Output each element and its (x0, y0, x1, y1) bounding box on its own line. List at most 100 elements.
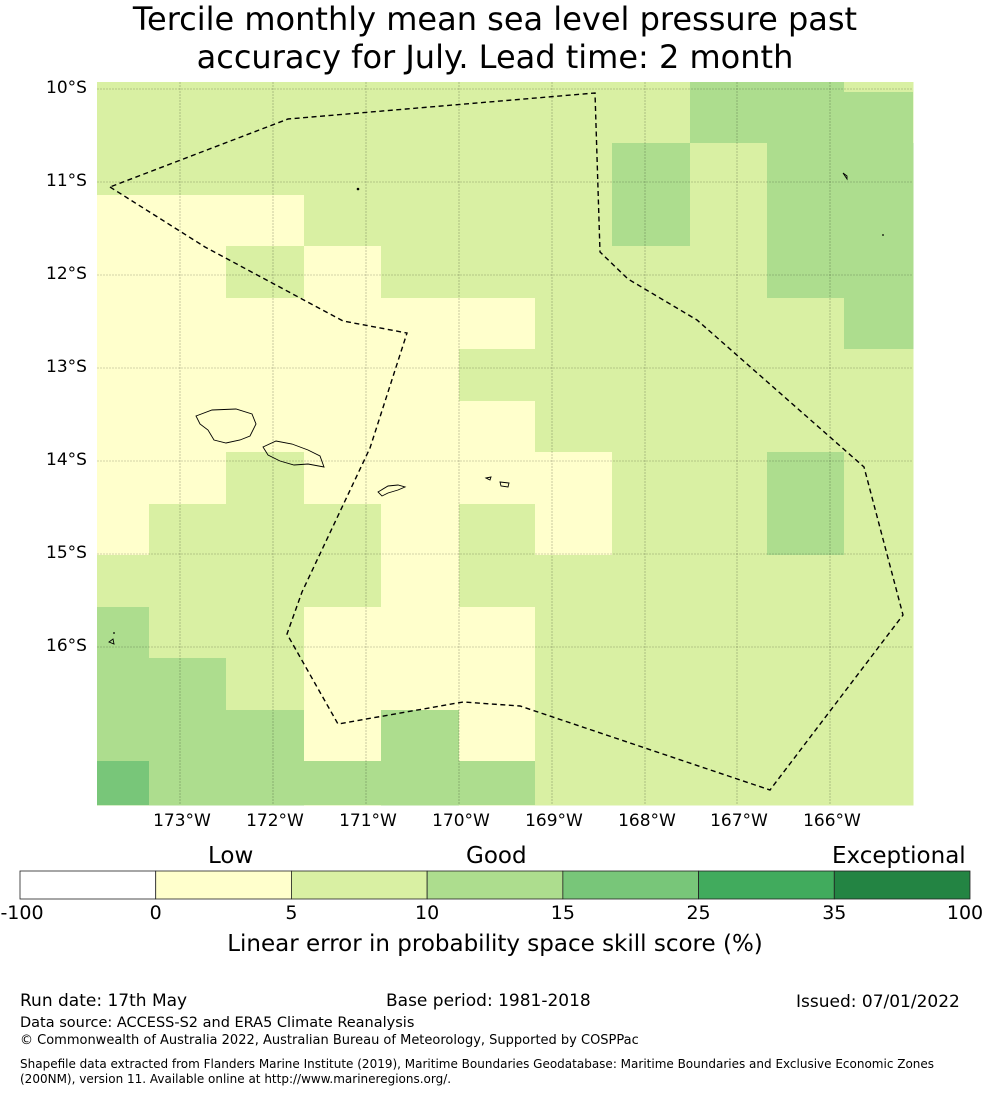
grid-cell (226, 452, 305, 505)
grid-cell (690, 452, 768, 505)
grid-cell (459, 555, 536, 608)
colorbar-tick-label: 0 (149, 902, 162, 924)
grid-cell (767, 452, 844, 504)
grid-cell (381, 82, 460, 144)
grid-cell (612, 349, 691, 402)
legend-label-low: Low (208, 843, 254, 869)
longitude-label: 173°W (153, 811, 211, 831)
grid-cell (149, 349, 227, 402)
grid-cell (535, 143, 613, 196)
grid-cell (612, 246, 691, 299)
shapefile-credit-line-1: Shapefile data extracted from Flanders M… (20, 1057, 935, 1071)
grid-cell (226, 555, 305, 608)
grid-cell (149, 298, 227, 350)
longitude-label: 166°W (803, 811, 861, 831)
grid-cell (612, 195, 691, 247)
grid-cell (97, 82, 150, 144)
copyright: © Commonwealth of Australia 2022, Austra… (20, 1033, 639, 1048)
grid-cell (767, 92, 913, 246)
grid-cell (767, 710, 845, 762)
eez-boundary (108, 92, 904, 791)
grid-cell (304, 349, 382, 402)
grid-cell (459, 401, 535, 452)
latitude-label: 11°S (46, 171, 87, 191)
grid-cell (535, 555, 613, 608)
grid-cell (767, 607, 845, 659)
grid-cell (381, 710, 459, 761)
title-line-2: accuracy for July. Lead time: 2 month (196, 38, 794, 76)
grid-cell (612, 658, 691, 711)
grid-cell (304, 555, 382, 608)
longitude-label: 170°W (432, 811, 490, 831)
grid-cell (97, 452, 150, 505)
grid-cell (844, 658, 914, 711)
grid-cell (690, 710, 768, 762)
grid-cell (304, 246, 382, 299)
grid-cell (149, 195, 227, 247)
grid-cell (535, 761, 613, 806)
grid-cell (535, 710, 613, 762)
island-savaii (195, 408, 257, 444)
grid-cell (535, 298, 613, 350)
grid-cell (97, 607, 149, 658)
longitude-label: 172°W (246, 811, 304, 831)
title-line-1: Tercile monthly mean sea level pressure … (132, 0, 858, 38)
grid-cell (97, 710, 304, 761)
colorbar-title: Linear error in probability space skill … (227, 931, 763, 957)
grid-cell (459, 710, 536, 762)
grid-cell (690, 504, 768, 556)
grid-cell (304, 504, 382, 556)
grid-cell (535, 452, 612, 504)
grid-cell (844, 349, 914, 402)
grid-cell (304, 401, 382, 453)
grid-cell (690, 82, 767, 92)
shapefile-credit-line-2: (200NM), version 11. Available online at… (20, 1072, 452, 1086)
grid-cell (459, 82, 536, 144)
grid-cell (304, 607, 459, 658)
grid-cell (459, 504, 536, 556)
grid-cell (459, 246, 536, 299)
grid-cell (844, 452, 914, 505)
grid-cell (767, 658, 845, 711)
issued-date: Issued: 07/01/2022 (796, 992, 960, 1012)
grid-cell (690, 195, 768, 247)
grid-cell (690, 143, 768, 196)
island-swains (356, 187, 360, 191)
grid-cell (304, 143, 382, 196)
longitude-label: 169°W (525, 811, 583, 831)
grid-cell (97, 761, 535, 805)
grid-cell (844, 710, 914, 762)
grid-cell (690, 82, 768, 144)
colorbar-tick-label: 25 (686, 902, 711, 924)
grid-cell (612, 555, 691, 608)
grid-cell (149, 555, 227, 608)
grid-cell (97, 504, 150, 556)
legend-label-good: Good (466, 843, 527, 869)
colorbar-segment (426, 870, 564, 900)
grid-cell (381, 195, 460, 247)
grid-cell (535, 401, 613, 453)
grid-cell (97, 298, 150, 350)
grid-cell (844, 504, 914, 556)
skill-score-map (97, 82, 914, 806)
grid-cell (844, 82, 913, 92)
island-north-2 (882, 234, 884, 236)
grid-cell (612, 504, 691, 556)
grid-cell (149, 246, 227, 299)
grid-cell (612, 452, 691, 505)
grid-cell (612, 710, 691, 762)
grid-cell (381, 143, 460, 196)
grid-cell (612, 401, 691, 453)
grid-cell (767, 401, 845, 453)
grid-cell (690, 658, 768, 711)
grid-cell (535, 82, 613, 144)
island-outlines (108, 172, 884, 645)
grid-cell (97, 761, 149, 805)
grid-cell (226, 349, 305, 402)
grid-cell (767, 761, 845, 806)
grid-cell (459, 607, 535, 710)
island-north-1 (842, 172, 848, 181)
grid-cell (226, 504, 305, 556)
colorbar-tick-label: 100 (946, 902, 984, 924)
colorbar-segment (698, 870, 835, 900)
